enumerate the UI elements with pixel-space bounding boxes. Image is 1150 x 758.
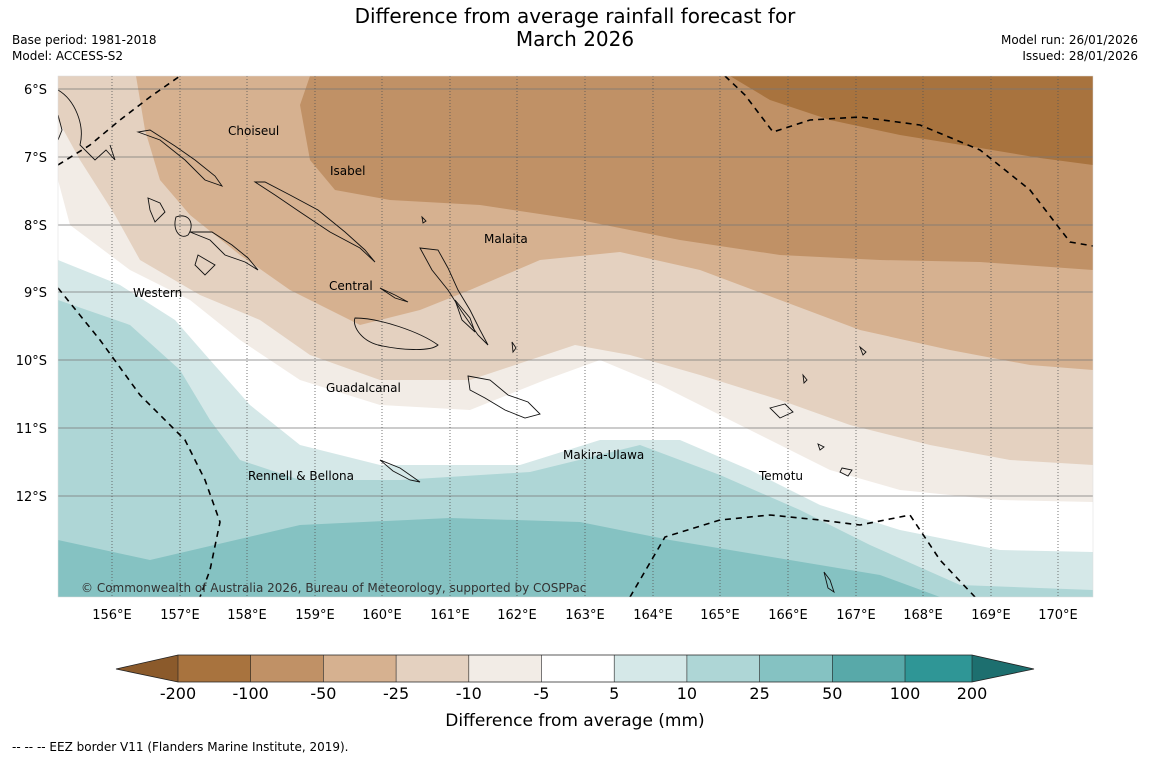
lon-label: 157°E [160,608,200,623]
colorbar [115,654,1035,683]
place-label: Western [133,286,182,300]
colorbar-cell [468,655,542,682]
lon-label: 159°E [295,608,335,623]
model-name: Model: ACCESS-S2 [12,49,124,63]
lon-label: 165°E [700,608,740,623]
base-period: Base period: 1981-2018 [12,33,157,47]
latitude-axis: 6°S 7°S 8°S 9°S 10°S 11°S 12°S [16,83,47,505]
colorbar-tick: 10 [677,684,697,703]
colorbar-tick: -100 [233,684,269,703]
colorbar-cell [541,655,615,682]
colorbar-tick: -200 [160,684,196,703]
colorbar-tick: -50 [310,684,336,703]
lat-label: 8°S [24,219,47,234]
lat-label: 12°S [16,490,47,505]
lon-label: 160°E [362,608,402,623]
band-25-to-50 [58,518,940,597]
colorbar-cell-low-arrow [116,655,178,682]
colorbar-ticks: -200 -100 -50 -25 -10 -5 5 10 25 50 100 … [160,684,987,703]
place-label: Central [329,279,373,293]
colorbar-tick: -5 [534,684,550,703]
chart-title-line1: Difference from average rainfall forecas… [354,4,796,28]
issued-date: Issued: 28/01/2026 [1022,49,1138,63]
eez-border-lines [58,76,1093,597]
lat-label: 7°S [24,151,47,166]
colorbar-tick: -10 [456,684,482,703]
colorbar-cell [250,655,324,682]
map-frame [57,75,1094,598]
copyright-notice: © Commonwealth of Australia 2026, Bureau… [81,581,586,595]
colorbar-cell-high-arrow [972,655,1034,682]
colorbar-tick: 5 [609,684,619,703]
place-label: Rennell & Bellona [248,469,354,483]
lon-label: 158°E [227,608,267,623]
chart-title-line2: March 2026 [515,27,635,51]
place-label: Choiseul [228,124,279,138]
island-outlines [58,89,867,594]
lon-label: 164°E [633,608,673,623]
lon-label: 166°E [768,608,808,623]
lon-label: 170°E [1038,608,1078,623]
band-minus200-to-minus100 [730,76,1093,165]
lon-label: 169°E [971,608,1011,623]
colorbar-cell [832,655,905,682]
lat-label: 10°S [16,354,47,369]
colorbar-tick: 200 [957,684,988,703]
colorbar-tick: 50 [822,684,842,703]
meta-right: Model run: 26/01/2026 Issued: 28/01/2026 [1001,32,1138,64]
colorbar-cell [614,655,687,682]
eez-legend-note: -- -- -- EEZ border V11 (Flanders Marine… [12,740,349,754]
lat-label: 6°S [24,83,47,98]
colorbar-tick: -25 [383,684,409,703]
latitude-gridlines [58,88,1093,497]
colorbar-cell [905,655,972,682]
place-labels: Choiseul Isabel Malaita Western Central … [133,124,803,483]
lon-label: 156°E [92,608,132,623]
place-label: Temotu [758,469,803,483]
longitude-axis: 156°E 157°E 158°E 159°E 160°E 161°E 162°… [92,608,1078,623]
colorbar-cell [396,655,469,682]
place-label: Malaita [484,232,528,246]
colorbar-tick: 25 [749,684,769,703]
place-label: Guadalcanal [326,381,401,395]
colorbar-cell [178,655,251,682]
lon-label: 167°E [836,608,876,623]
colorbar-cell [759,655,833,682]
colorbar-tick: 100 [890,684,921,703]
lon-label: 162°E [497,608,537,623]
place-label: Makira-Ulawa [563,448,644,462]
model-run: Model run: 26/01/2026 [1000,33,1138,47]
colorbar-cell [323,655,397,682]
lon-label: 168°E [903,608,943,623]
lat-label: 9°S [24,286,47,301]
place-label: Isabel [330,164,365,178]
lat-label: 11°S [16,422,47,437]
lon-label: 163°E [565,608,605,623]
colorbar-label: Difference from average (mm) [445,711,704,731]
lon-label: 161°E [430,608,470,623]
meta-left: Base period: 1981-2018 Model: ACCESS-S2 [12,32,157,64]
colorbar-cell [686,655,760,682]
